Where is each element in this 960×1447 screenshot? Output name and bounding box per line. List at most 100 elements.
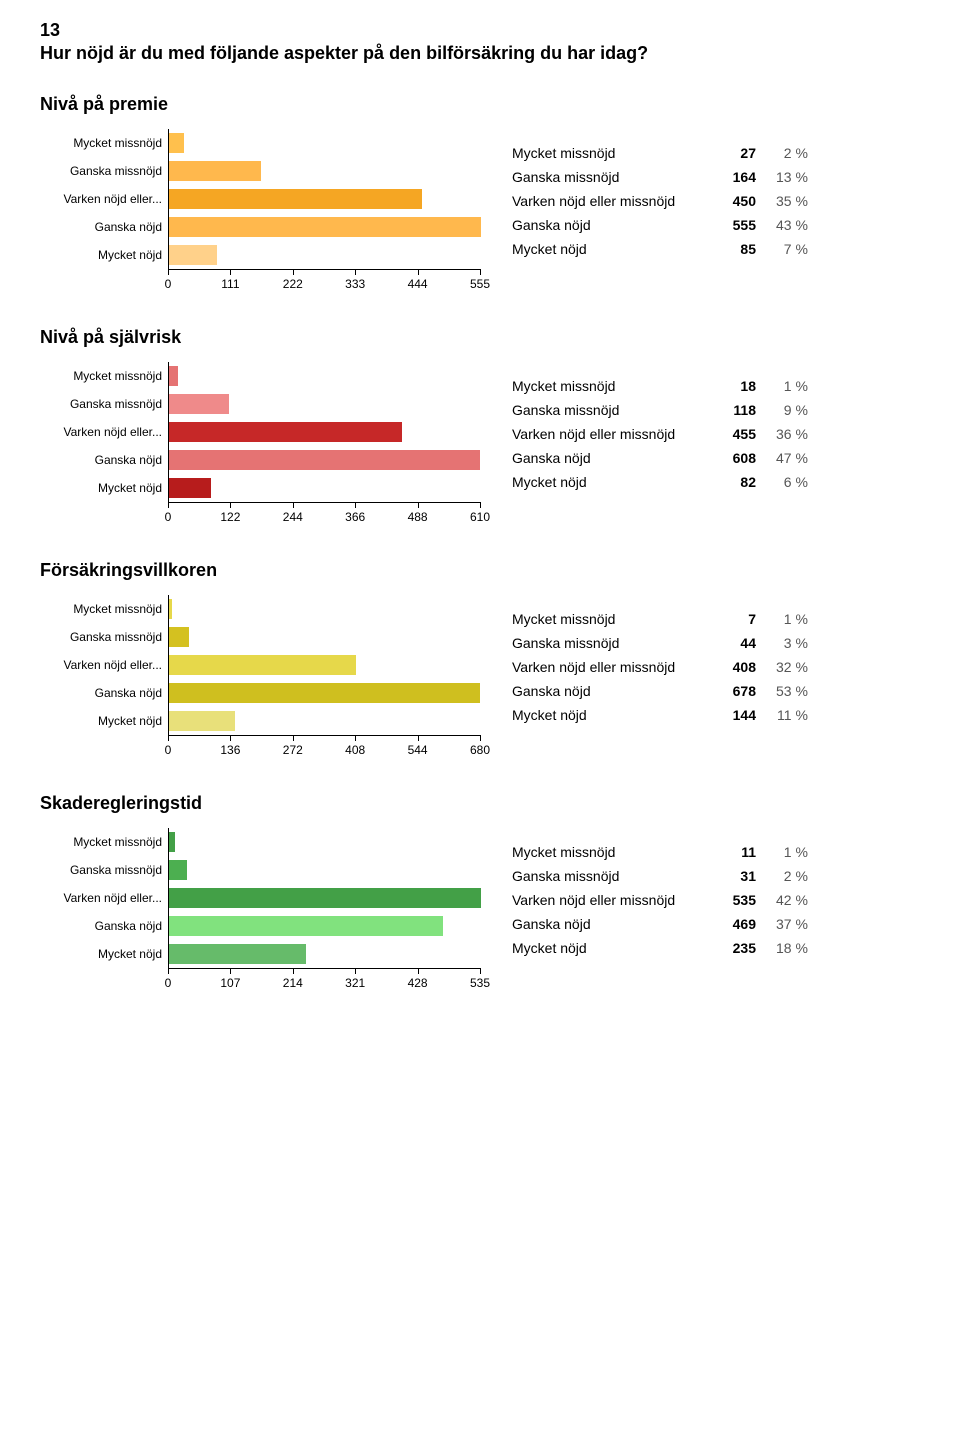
plot-area xyxy=(168,446,480,474)
table-percent: 47 % xyxy=(766,446,818,470)
x-tick-label: 680 xyxy=(470,743,490,757)
bar xyxy=(169,627,189,647)
x-tick-label: 0 xyxy=(165,743,172,757)
x-tick-label: 408 xyxy=(345,743,365,757)
plot-area xyxy=(168,362,480,390)
table-count: 18 xyxy=(722,374,766,398)
y-axis-label: Ganska nöjd xyxy=(40,220,168,234)
table-count: 678 xyxy=(722,679,766,703)
chart-row: Mycket missnöjd xyxy=(40,362,480,390)
x-axis-line xyxy=(168,502,480,503)
x-tick-label: 321 xyxy=(345,976,365,990)
plot-area xyxy=(168,474,480,502)
data-table: Mycket missnöjd111 %Ganska missnöjd312 %… xyxy=(512,840,818,960)
plot-area xyxy=(168,940,480,968)
table-row: Ganska nöjd55543 % xyxy=(512,213,818,237)
x-tick xyxy=(293,502,294,508)
question-text: Hur nöjd är du med följande aspekter på … xyxy=(40,43,920,64)
x-axis: 0136272408544680 xyxy=(40,735,480,763)
chart-row: Ganska nöjd xyxy=(40,912,480,940)
table-label: Mycket missnöjd xyxy=(512,840,722,864)
table-count: 164 xyxy=(722,165,766,189)
x-tick-label: 488 xyxy=(408,510,428,524)
table-percent: 2 % xyxy=(766,141,818,165)
chart-row: Mycket missnöjd xyxy=(40,828,480,856)
bar xyxy=(169,245,217,265)
table-row: Ganska nöjd60847 % xyxy=(512,446,818,470)
table-label: Mycket missnöjd xyxy=(512,607,722,631)
x-tick-label: 222 xyxy=(283,277,303,291)
x-tick-label: 136 xyxy=(220,743,240,757)
table-row: Mycket nöjd14411 % xyxy=(512,703,818,727)
table-percent: 1 % xyxy=(766,840,818,864)
chart-row: Ganska missnöjd xyxy=(40,390,480,418)
x-axis: 0107214321428535 xyxy=(40,968,480,996)
y-axis-label: Ganska nöjd xyxy=(40,686,168,700)
table-label: Mycket nöjd xyxy=(512,703,722,727)
x-axis: 0111222333444555 xyxy=(40,269,480,297)
table-count: 408 xyxy=(722,655,766,679)
table-count: 469 xyxy=(722,912,766,936)
plot-area xyxy=(168,707,480,735)
x-tick xyxy=(355,735,356,741)
table-row: Mycket missnöjd111 % xyxy=(512,840,818,864)
bar xyxy=(169,366,178,386)
table-row: Ganska missnöjd312 % xyxy=(512,864,818,888)
x-tick xyxy=(230,502,231,508)
x-tick xyxy=(168,502,169,508)
bar xyxy=(169,599,172,619)
table-percent: 2 % xyxy=(766,864,818,888)
table-percent: 32 % xyxy=(766,655,818,679)
chart-row: Mycket nöjd xyxy=(40,940,480,968)
bar xyxy=(169,888,481,908)
plot-area xyxy=(168,129,480,157)
x-axis-line xyxy=(168,269,480,270)
x-tick xyxy=(480,968,481,974)
x-tick-label: 444 xyxy=(408,277,428,291)
section: Mycket missnöjdGanska missnöjdVarken nöj… xyxy=(40,129,920,297)
y-axis-label: Varken nöjd eller... xyxy=(40,658,168,672)
section: Mycket missnöjdGanska missnöjdVarken nöj… xyxy=(40,362,920,530)
y-axis-label: Mycket missnöjd xyxy=(40,369,168,383)
chart-row: Varken nöjd eller... xyxy=(40,185,480,213)
x-tick-label: 272 xyxy=(283,743,303,757)
data-table: Mycket missnöjd71 %Ganska missnöjd443 %V… xyxy=(512,607,818,727)
x-tick-label: 333 xyxy=(345,277,365,291)
table-percent: 1 % xyxy=(766,374,818,398)
chart-row: Ganska nöjd xyxy=(40,446,480,474)
chart-row: Mycket nöjd xyxy=(40,707,480,735)
table-percent: 37 % xyxy=(766,912,818,936)
x-tick xyxy=(355,502,356,508)
y-axis-label: Ganska nöjd xyxy=(40,453,168,467)
table-count: 535 xyxy=(722,888,766,912)
table-count: 450 xyxy=(722,189,766,213)
table-row: Mycket missnöjd71 % xyxy=(512,607,818,631)
table-count: 555 xyxy=(722,213,766,237)
x-tick xyxy=(480,502,481,508)
x-tick xyxy=(355,968,356,974)
plot-area xyxy=(168,185,480,213)
bar xyxy=(169,860,187,880)
x-axis-line xyxy=(168,735,480,736)
section: Mycket missnöjdGanska missnöjdVarken nöj… xyxy=(40,828,920,996)
x-tick xyxy=(355,269,356,275)
x-tick xyxy=(418,735,419,741)
plot-area xyxy=(168,884,480,912)
table-label: Varken nöjd eller missnöjd xyxy=(512,888,722,912)
table-count: 7 xyxy=(722,607,766,631)
bar xyxy=(169,394,229,414)
x-tick-label: 555 xyxy=(470,277,490,291)
table-percent: 36 % xyxy=(766,422,818,446)
x-tick xyxy=(168,735,169,741)
x-tick-label: 111 xyxy=(221,277,239,291)
table-row: Varken nöjd eller missnöjd45035 % xyxy=(512,189,818,213)
bar-chart: Mycket missnöjdGanska missnöjdVarken nöj… xyxy=(40,595,480,763)
bar xyxy=(169,422,402,442)
table-label: Ganska missnöjd xyxy=(512,631,722,655)
plot-area xyxy=(168,623,480,651)
y-axis-label: Ganska nöjd xyxy=(40,919,168,933)
table-row: Ganska missnöjd443 % xyxy=(512,631,818,655)
table-percent: 7 % xyxy=(766,237,818,261)
table-percent: 6 % xyxy=(766,470,818,494)
x-tick xyxy=(230,735,231,741)
